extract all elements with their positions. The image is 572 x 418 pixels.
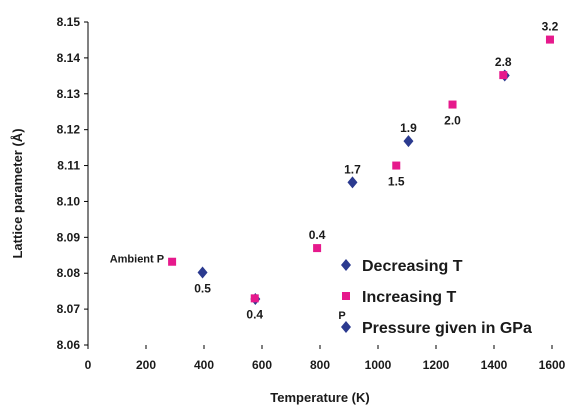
increasing-t-point	[499, 71, 508, 80]
y-tick-label: 8.13	[57, 87, 81, 101]
increasing-t-point	[392, 161, 401, 170]
pressure-annotation: 1.7	[344, 162, 361, 176]
x-tick-label: 600	[252, 358, 272, 372]
x-axis-label: Temperature (K)	[270, 390, 369, 405]
pressure-annotation: 2.8	[495, 55, 512, 69]
pressure-annotation: Ambient P	[110, 254, 164, 266]
y-tick-label: 8.07	[57, 302, 81, 316]
y-tick-label: 8.12	[57, 123, 81, 137]
legend-diamond-icon	[341, 321, 351, 333]
y-tick-label: 8.06	[57, 338, 81, 352]
x-tick-label: 400	[194, 358, 214, 372]
y-axis-label: Lattice parameter (Å)	[10, 128, 25, 258]
pressure-annotation: 1.9	[400, 121, 417, 135]
y-tick-label: 8.14	[57, 51, 81, 65]
legend: Decreasing T Increasing T P Pressure given …	[338, 258, 532, 337]
pressure-annotation: 1.5	[388, 175, 405, 189]
legend-label: Increasing T	[362, 289, 456, 306]
decreasing-t-point	[197, 266, 208, 279]
y-axis-ticks: 8.06 8.07 8.08 8.09 8.10 8.11 8.12 8.13 8.14 8.15	[57, 15, 88, 352]
increasing-t-point	[545, 35, 554, 44]
increasing-t-point	[313, 244, 322, 253]
x-tick-label: 200	[136, 358, 156, 372]
y-tick-label: 8.10	[57, 194, 81, 208]
x-tick-label: 1000	[365, 358, 392, 372]
x-tick-label: 1400	[481, 358, 508, 372]
point-annotations: Ambient P 0.5 0.4 0.4 1.7 1.5 1.9 2.0 2.8 3.2	[110, 20, 559, 322]
y-tick-label: 8.09	[57, 230, 81, 244]
pressure-annotation: 0.5	[194, 282, 211, 296]
decreasing-t-point	[403, 135, 414, 148]
data-marks	[168, 35, 554, 306]
y-tick-label: 8.11	[57, 159, 80, 173]
x-tick-label: 1600	[539, 358, 566, 372]
y-tick-label: 8.08	[57, 266, 81, 280]
legend-label: Pressure given in GPa	[362, 320, 532, 337]
increasing-t-point	[448, 100, 457, 109]
y-tick-label: 8.15	[57, 15, 81, 29]
pressure-annotation: 2.0	[444, 114, 461, 128]
x-tick-label: 0	[85, 358, 92, 372]
legend-square-icon	[342, 292, 350, 300]
x-tick-label: 1200	[423, 358, 450, 372]
legend-diamond-icon	[341, 259, 351, 271]
x-axis-ticks: 0 200 400 600 800 1000 1200 1400 1600	[85, 345, 566, 372]
pressure-annotation: 3.2	[542, 20, 559, 34]
x-tick-label: 800	[310, 358, 330, 372]
pressure-annotation: 0.4	[309, 228, 326, 242]
legend-label: Decreasing T	[362, 258, 463, 275]
pressure-annotation: 0.4	[246, 307, 263, 321]
increasing-t-point	[168, 257, 177, 266]
increasing-t-point	[250, 294, 259, 303]
decreasing-t-point	[347, 176, 358, 189]
legend-prefix-label: P	[338, 310, 345, 322]
